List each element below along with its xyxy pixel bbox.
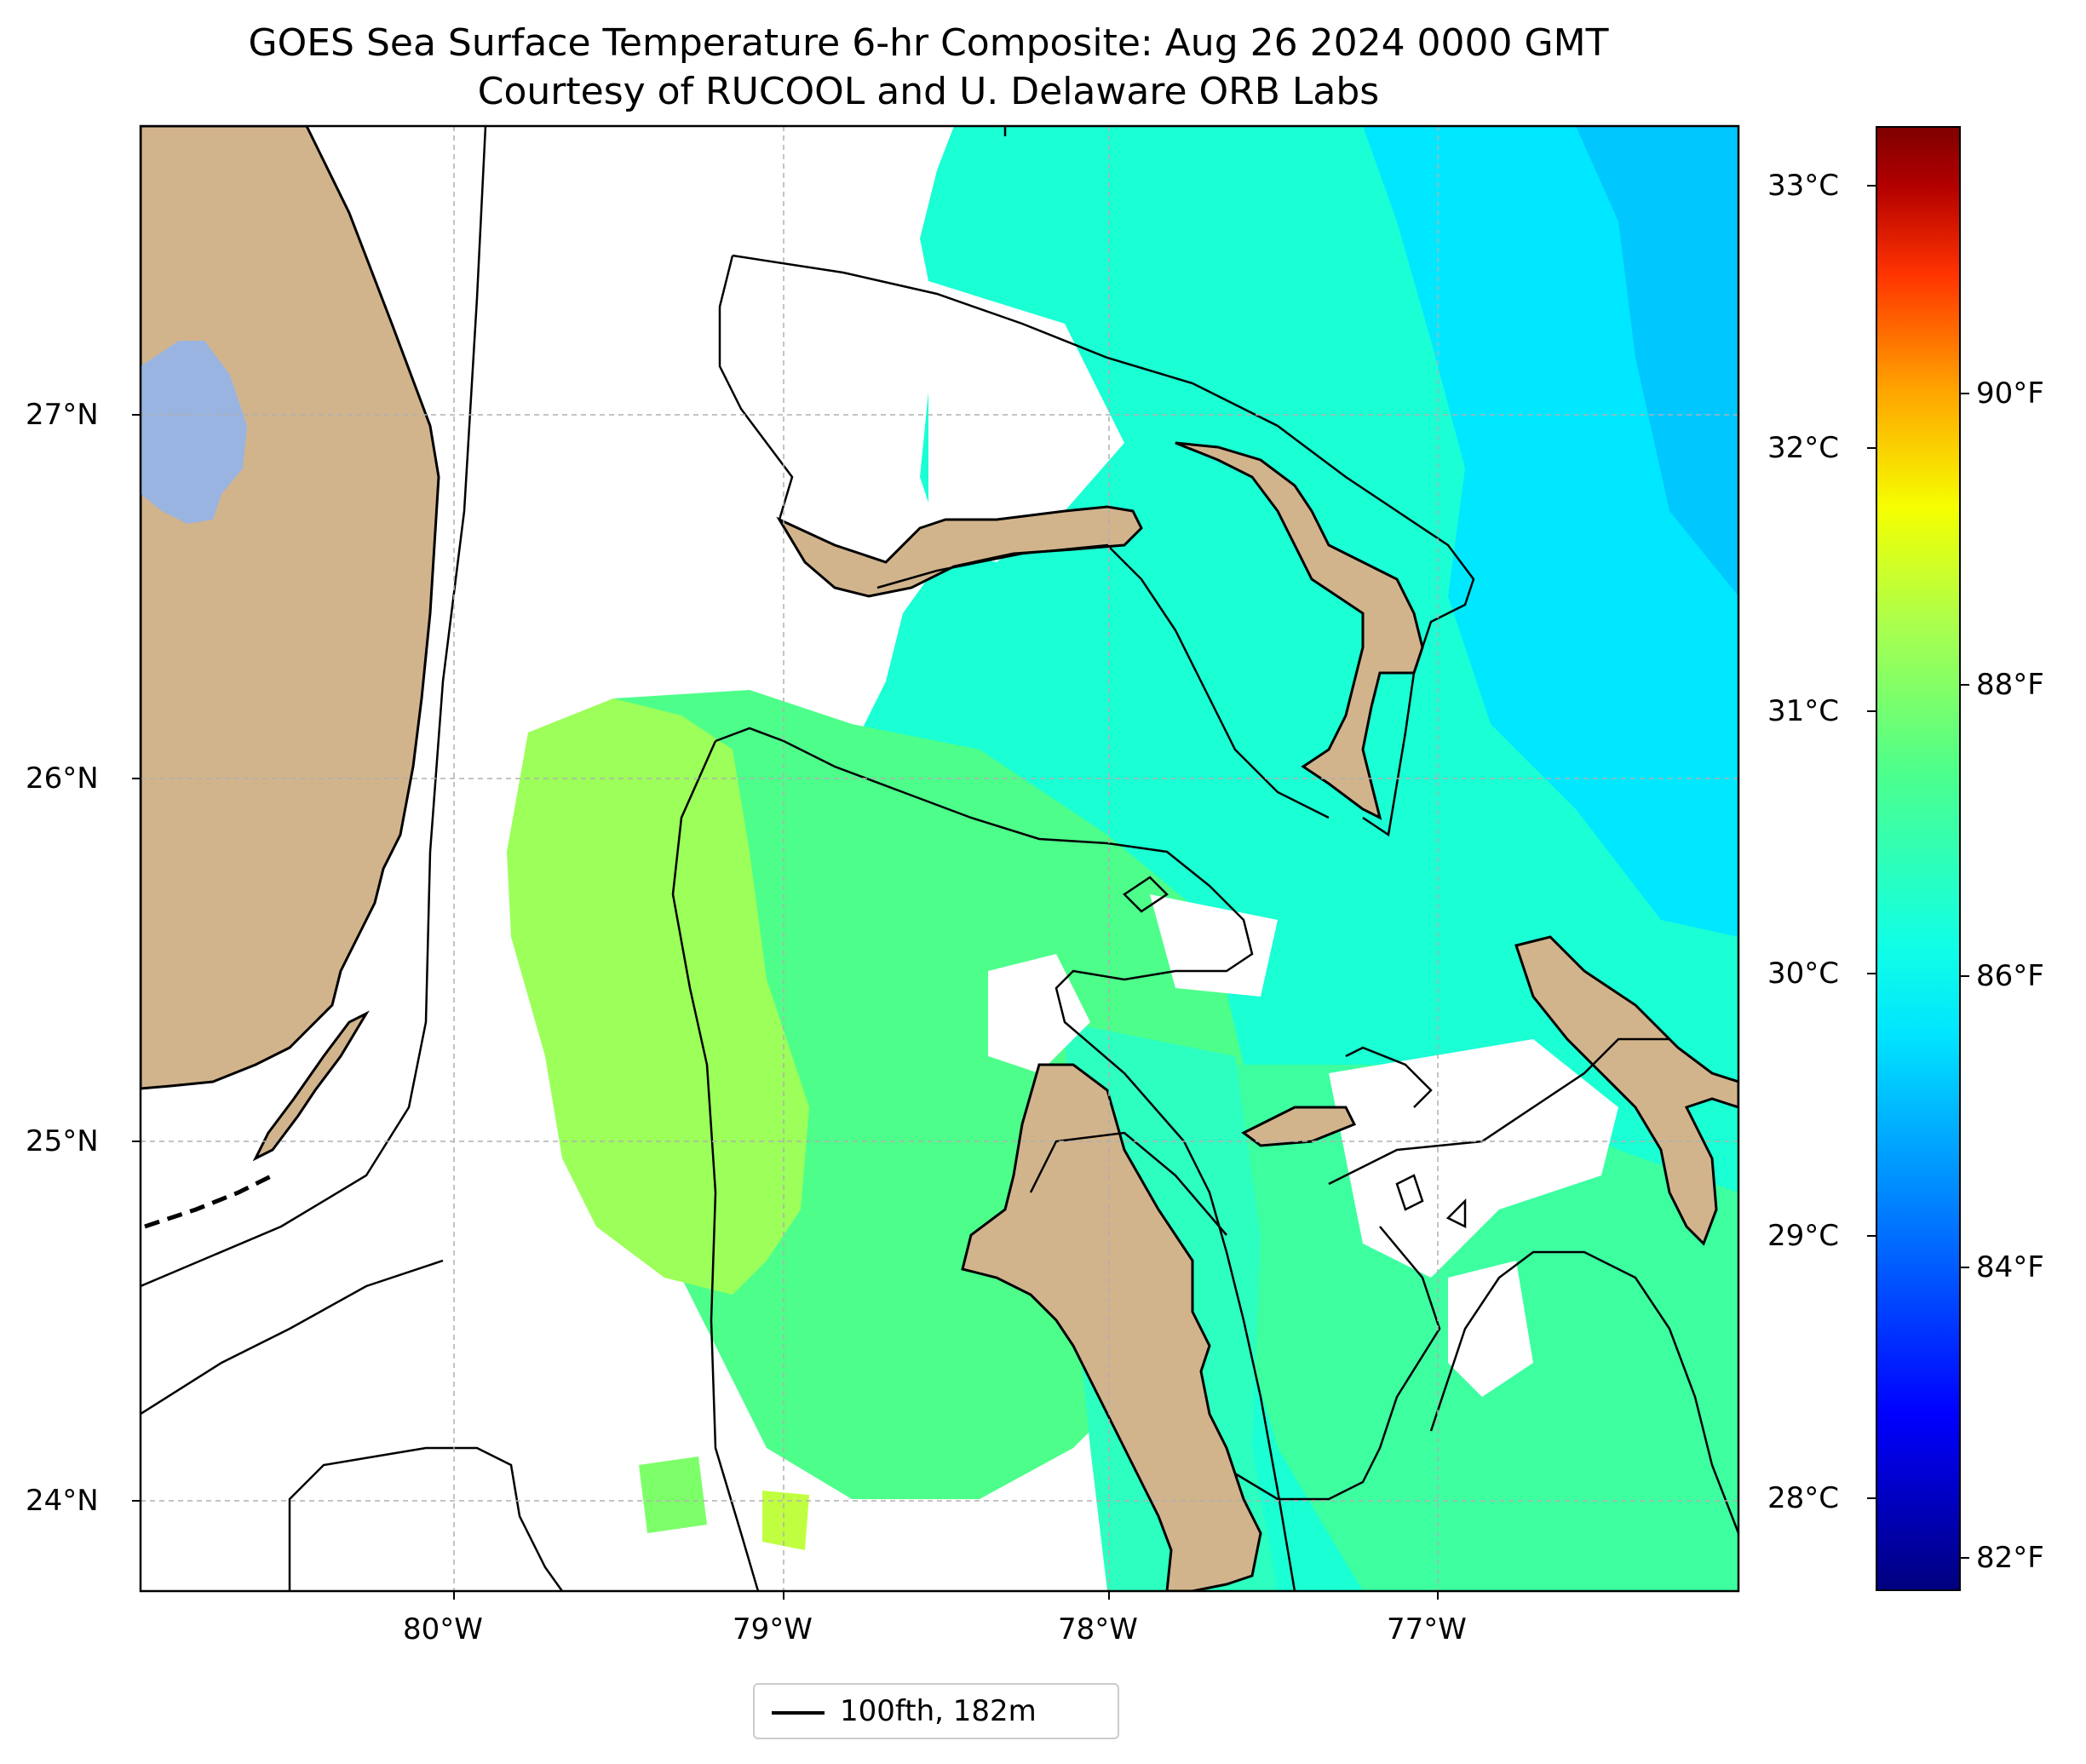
map-title-line1: GOES Sea Surface Temperature 6-hr Compos… xyxy=(248,21,1609,65)
lon-label-77w: 77°W xyxy=(1387,1612,1467,1646)
lat-label-24: 24°N xyxy=(26,1484,99,1518)
cbar-c-29: 29°C xyxy=(1767,1219,1840,1253)
map-title-line2: Courtesy of RUCOOL and U. Delaware ORB L… xyxy=(477,70,1380,113)
lat-label-25: 25°N xyxy=(26,1124,99,1158)
legend-line-swatch xyxy=(772,1711,825,1715)
lake-okeechobee xyxy=(141,341,247,524)
depth-contours xyxy=(141,126,1738,1591)
axis-ticks xyxy=(132,185,1969,1600)
cbar-c-31: 31°C xyxy=(1767,694,1840,728)
legend-label: 100fth, 182m xyxy=(840,1694,1037,1728)
cbar-c-30: 30°C xyxy=(1767,957,1840,991)
sst-patch-coldest xyxy=(1576,126,1738,596)
map-title: GOES Sea Surface Temperature 6-hr Compos… xyxy=(0,19,1857,116)
lon-label-78w: 78°W xyxy=(1058,1612,1138,1646)
grand-bahama-land xyxy=(776,505,1143,598)
florida-keys xyxy=(252,1010,370,1162)
sst-patch-small-south xyxy=(639,1457,707,1533)
abaco-land xyxy=(1175,441,1424,820)
sst-patch-western-warm xyxy=(507,698,809,1295)
lat-label-27: 27°N xyxy=(26,398,99,432)
cbar-f-88: 88°F xyxy=(1976,668,2044,702)
colorbar xyxy=(1876,126,1961,1591)
lat-label-26: 26°N xyxy=(26,761,99,796)
lon-label-80w: 80°W xyxy=(403,1612,483,1646)
sst-patch-tiny-south xyxy=(762,1491,809,1550)
cbar-f-84: 84°F xyxy=(1976,1250,2044,1284)
cbar-f-90: 90°F xyxy=(1976,376,2044,411)
eleuthera-land xyxy=(1514,935,1738,1246)
plot-frame xyxy=(139,124,1740,1593)
cbar-c-33: 33°C xyxy=(1767,169,1840,203)
cbar-f-82: 82°F xyxy=(1976,1541,2044,1575)
map-legend: 100fth, 182m xyxy=(753,1683,1119,1739)
gridlines xyxy=(141,126,1738,1591)
cbar-c-28: 28°C xyxy=(1767,1481,1840,1515)
cbar-f-86: 86°F xyxy=(1976,959,2044,993)
cbar-c-32: 32°C xyxy=(1767,431,1840,465)
lon-label-79w: 79°W xyxy=(733,1612,813,1646)
florida-land xyxy=(141,126,440,1090)
andros-land xyxy=(961,1063,1262,1591)
new-providence-land xyxy=(1241,1106,1357,1147)
